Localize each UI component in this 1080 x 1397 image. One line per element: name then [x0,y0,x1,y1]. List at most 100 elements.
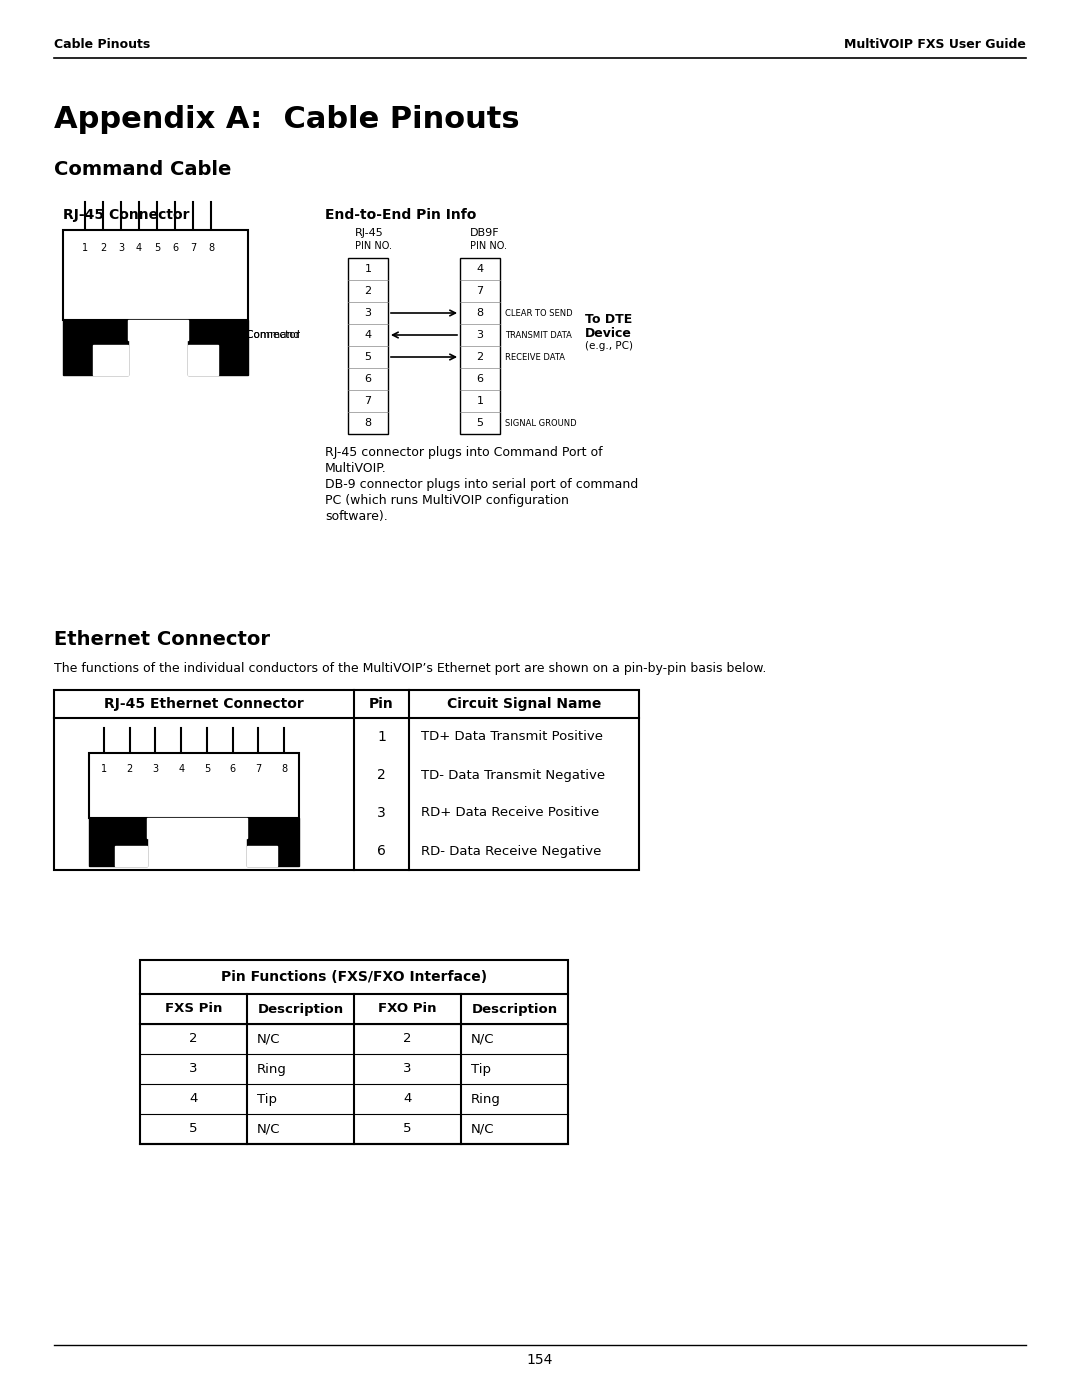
Text: 1: 1 [82,243,89,253]
Text: 6: 6 [230,764,235,774]
Text: Appendix A:  Cable Pinouts: Appendix A: Cable Pinouts [54,105,519,134]
Text: MultiVOIP FXS User Guide: MultiVOIP FXS User Guide [845,38,1026,52]
Bar [247,819,299,866]
Text: 5: 5 [476,418,484,427]
Text: 3: 3 [403,1063,411,1076]
Text: N/C: N/C [257,1123,281,1136]
Text: 2: 2 [189,1032,198,1045]
Text: Cable Pinouts: Cable Pinouts [54,38,150,52]
Text: 4: 4 [476,264,484,274]
Text: RJ-45 Ethernet Connector: RJ-45 Ethernet Connector [104,697,303,711]
Bar [188,320,248,374]
Text: 2: 2 [377,768,386,782]
Text: 7: 7 [255,764,261,774]
Text: Tip: Tip [257,1092,276,1105]
Text: 7: 7 [364,395,372,407]
Text: RJ-45 connector plugs into Command Port of: RJ-45 connector plugs into Command Port … [325,446,603,460]
Text: 8: 8 [364,418,372,427]
Bar [348,258,388,434]
Text: 1: 1 [365,264,372,274]
Text: software).: software). [325,510,388,522]
Text: 3: 3 [152,764,159,774]
Text: 6: 6 [365,374,372,384]
Text: TRANSMIT DATA: TRANSMIT DATA [505,331,572,339]
Text: Ring: Ring [257,1063,287,1076]
Text: 2: 2 [99,243,106,253]
Text: End-to-End Pin Info: End-to-End Pin Info [325,208,476,222]
Text: N/C: N/C [257,1032,281,1045]
Bar [114,847,147,866]
Text: The functions of the individual conductors of the MultiVOIP’s Ethernet port are : The functions of the individual conducto… [54,662,767,675]
Text: Description: Description [257,1003,343,1016]
Text: Device: Device [585,327,632,339]
Text: Port Connector: Port Connector [222,330,300,339]
Text: 6: 6 [476,374,484,384]
Text: 5: 5 [189,1123,198,1136]
Text: RJ-45: RJ-45 [355,228,383,237]
Bar [89,819,147,866]
Text: Ethernet Connector: Ethernet Connector [54,630,270,650]
Bar [247,847,276,866]
Text: 8: 8 [281,764,287,774]
Text: CLEAR TO SEND: CLEAR TO SEND [505,309,572,317]
Text: MultiVOIP.: MultiVOIP. [325,462,387,475]
Text: 154: 154 [527,1354,553,1368]
Text: DB9F: DB9F [470,228,500,237]
Text: 3: 3 [377,806,386,820]
Text: TD- Data Transmit Negative: TD- Data Transmit Negative [421,768,605,781]
Text: N/C: N/C [471,1032,495,1045]
Text: 7: 7 [190,243,197,253]
Text: Command Cable: Command Cable [54,161,231,179]
Text: 4: 4 [364,330,372,339]
Text: 5: 5 [204,764,210,774]
Text: PIN NO.: PIN NO. [470,242,507,251]
Text: 1: 1 [377,731,386,745]
Bar [188,345,218,374]
Text: 8: 8 [476,307,484,319]
Text: 3: 3 [476,330,484,339]
Text: 5: 5 [365,352,372,362]
Text: PIN NO.: PIN NO. [355,242,392,251]
Text: 4: 4 [136,243,143,253]
Text: 4: 4 [189,1092,198,1105]
Text: 3: 3 [365,307,372,319]
Bar [63,231,248,320]
Text: 6: 6 [377,844,386,858]
Text: RD- Data Receive Negative: RD- Data Receive Negative [421,845,602,858]
Bar [54,690,639,870]
Text: N/C: N/C [471,1123,495,1136]
Text: FXO Pin: FXO Pin [378,1003,436,1016]
Text: 2: 2 [403,1032,411,1045]
Bar [63,320,129,374]
Text: Pin: Pin [369,697,394,711]
Text: RJ-45 Connector: RJ-45 Connector [63,208,189,222]
Text: 3: 3 [189,1063,198,1076]
Text: TD+ Data Transmit Positive: TD+ Data Transmit Positive [421,731,603,743]
Bar [129,320,188,339]
Text: 2: 2 [476,352,484,362]
Text: Tip: Tip [471,1063,491,1076]
Text: RD+ Data Receive Positive: RD+ Data Receive Positive [421,806,599,820]
Bar [460,258,500,434]
Text: FXS Pin: FXS Pin [165,1003,222,1016]
Text: 3: 3 [118,243,124,253]
Text: DB-9 connector plugs into serial port of command: DB-9 connector plugs into serial port of… [325,478,638,490]
Text: Ring: Ring [471,1092,501,1105]
Text: 6: 6 [172,243,178,253]
Text: 1: 1 [476,395,484,407]
Bar [89,753,299,819]
Text: SIGNAL GROUND: SIGNAL GROUND [505,419,577,427]
Text: 4: 4 [178,764,185,774]
Bar [147,819,247,838]
Text: 1: 1 [100,764,107,774]
Text: PC (which runs MultiVOIP configuration: PC (which runs MultiVOIP configuration [325,495,569,507]
Text: RECEIVE DATA: RECEIVE DATA [505,352,565,362]
Text: 7: 7 [476,286,484,296]
Text: 4: 4 [403,1092,411,1105]
Text: To DTE: To DTE [585,313,632,326]
Bar [93,345,129,374]
Text: Description: Description [472,1003,557,1016]
Text: 2: 2 [126,764,133,774]
Text: To Command: To Command [232,330,300,339]
Text: 2: 2 [364,286,372,296]
